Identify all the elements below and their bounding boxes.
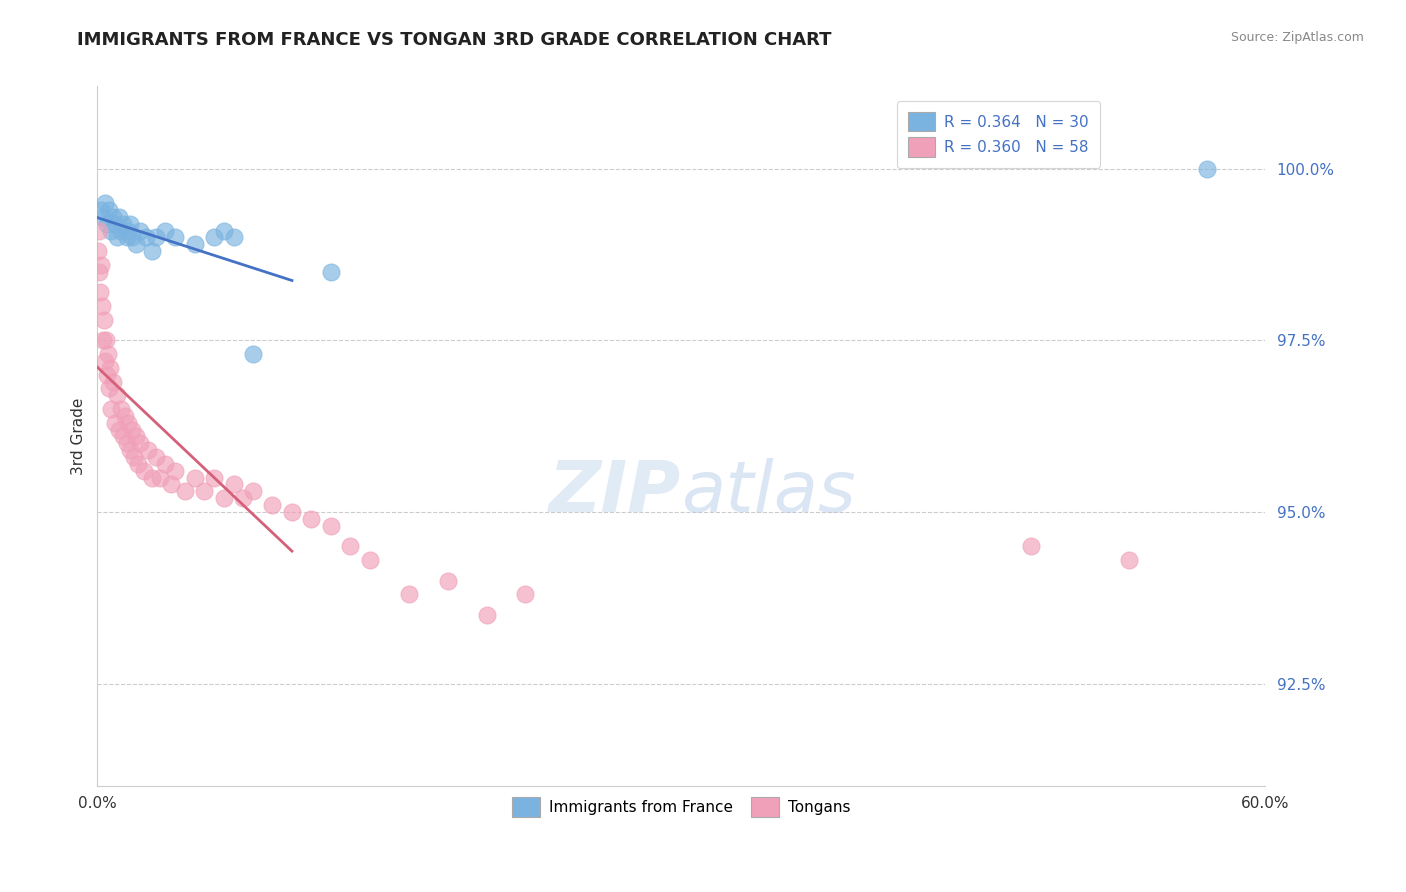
Point xyxy=(145,450,167,464)
Point xyxy=(1118,553,1140,567)
Point xyxy=(145,230,167,244)
Point xyxy=(515,587,537,601)
Point xyxy=(132,464,155,478)
Point xyxy=(1195,161,1218,176)
Point xyxy=(120,443,142,458)
Point xyxy=(96,217,118,231)
Point xyxy=(91,299,114,313)
Point xyxy=(104,217,127,231)
Point xyxy=(141,470,163,484)
Point xyxy=(120,217,142,231)
Point xyxy=(281,505,304,519)
Point xyxy=(299,512,322,526)
Point xyxy=(165,464,187,478)
Text: ZIP: ZIP xyxy=(548,458,681,527)
Point xyxy=(111,217,134,231)
Point xyxy=(436,574,458,588)
Point xyxy=(107,423,129,437)
Point xyxy=(242,484,264,499)
Point xyxy=(107,210,129,224)
Point xyxy=(96,368,118,382)
Point xyxy=(98,202,121,217)
Point xyxy=(98,381,121,395)
Point xyxy=(89,265,111,279)
Point xyxy=(202,230,225,244)
Point xyxy=(114,409,136,423)
Point xyxy=(124,450,146,464)
Point xyxy=(121,423,143,437)
Point xyxy=(232,491,254,506)
Point xyxy=(129,436,152,450)
Point xyxy=(89,285,111,300)
Point xyxy=(105,230,128,244)
Point xyxy=(160,477,183,491)
Point xyxy=(125,237,148,252)
Point xyxy=(135,230,157,244)
Point xyxy=(183,237,205,252)
Point xyxy=(101,375,124,389)
Point xyxy=(115,230,138,244)
Point xyxy=(398,587,420,601)
Point xyxy=(174,484,197,499)
Point xyxy=(319,518,342,533)
Point xyxy=(90,202,112,217)
Text: IMMIGRANTS FROM FRANCE VS TONGAN 3RD GRADE CORRELATION CHART: IMMIGRANTS FROM FRANCE VS TONGAN 3RD GRA… xyxy=(77,31,832,49)
Point xyxy=(127,457,149,471)
Point xyxy=(155,457,177,471)
Point xyxy=(117,223,139,237)
Point xyxy=(149,470,172,484)
Point xyxy=(89,223,111,237)
Point xyxy=(100,401,122,416)
Point xyxy=(319,265,342,279)
Point xyxy=(97,347,120,361)
Point xyxy=(94,354,117,368)
Point xyxy=(110,401,132,416)
Point xyxy=(100,223,122,237)
Text: Source: ZipAtlas.com: Source: ZipAtlas.com xyxy=(1230,31,1364,45)
Point xyxy=(94,196,117,211)
Point xyxy=(222,230,245,244)
Point xyxy=(1021,539,1043,553)
Point xyxy=(105,388,128,402)
Point xyxy=(136,443,159,458)
Point xyxy=(475,607,498,622)
Point xyxy=(129,223,152,237)
Point xyxy=(101,210,124,224)
Point xyxy=(91,210,114,224)
Point xyxy=(212,491,235,506)
Point xyxy=(183,470,205,484)
Point xyxy=(339,539,361,553)
Point xyxy=(202,470,225,484)
Point xyxy=(117,416,139,430)
Point xyxy=(93,312,115,326)
Point xyxy=(104,416,127,430)
Point xyxy=(91,334,114,348)
Point xyxy=(110,223,132,237)
Point xyxy=(94,334,117,348)
Point xyxy=(262,498,284,512)
Point xyxy=(111,429,134,443)
Point xyxy=(222,477,245,491)
Point xyxy=(359,553,381,567)
Point xyxy=(193,484,215,499)
Point xyxy=(87,244,110,258)
Point xyxy=(121,230,143,244)
Point xyxy=(212,223,235,237)
Point xyxy=(155,223,177,237)
Y-axis label: 3rd Grade: 3rd Grade xyxy=(72,398,86,475)
Text: atlas: atlas xyxy=(681,458,856,527)
Point xyxy=(115,436,138,450)
Legend: Immigrants from France, Tongans: Immigrants from France, Tongans xyxy=(505,789,858,824)
Point xyxy=(125,429,148,443)
Point xyxy=(141,244,163,258)
Point xyxy=(242,347,264,361)
Point xyxy=(165,230,187,244)
Point xyxy=(98,360,121,375)
Point xyxy=(90,258,112,272)
